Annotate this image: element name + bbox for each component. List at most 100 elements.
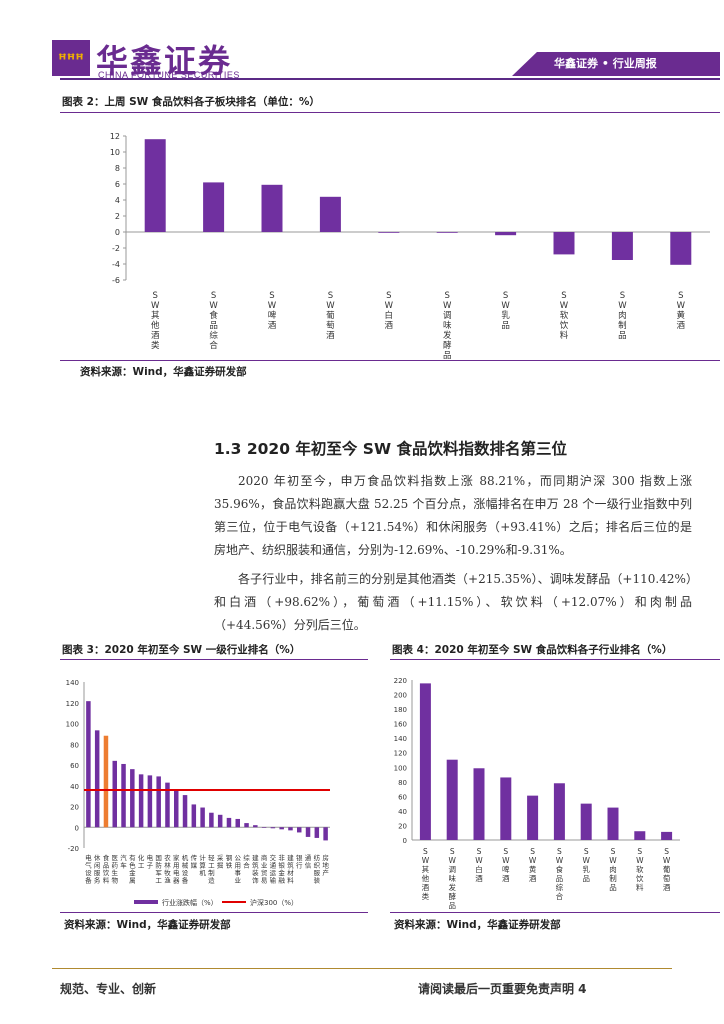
fig3-y-tick-label: 20 [70, 804, 79, 812]
fig3-top-rule [60, 659, 368, 660]
fig4-top-rule [390, 659, 720, 660]
fig2-bar [495, 232, 517, 236]
header-divider [60, 78, 720, 80]
fig2-y-tick-label: 0 [115, 228, 120, 237]
fig3-y-tick-label: 0 [75, 824, 79, 832]
fig2-x-label: S W 肉制品 [618, 291, 627, 341]
fig2-x-label: S W 白酒 [385, 291, 394, 331]
fig3-bar [288, 827, 293, 831]
fig3-y-tick-label: 80 [70, 741, 79, 749]
fig3-x-label: 汽车 [120, 853, 127, 870]
fig4-x-label: S W 乳品 [582, 847, 590, 883]
fig3-bar [217, 814, 223, 828]
fig4-y-tick-label: 100 [394, 764, 407, 772]
fig2-title: 图表 2：上周 SW 食品饮料各子板块排名（单位：%） [62, 96, 320, 108]
fig3-bar [112, 760, 117, 828]
fig3-x-label: 房地产 [322, 853, 329, 877]
fig3-x-label: 食品饮料 [103, 853, 110, 885]
fig2-x-label: S W 葡萄酒 [326, 291, 335, 341]
fig4-bar [580, 803, 592, 840]
fig2-bar [611, 232, 633, 260]
fig4-bar [634, 831, 646, 840]
fig4-y-tick-label: 20 [398, 822, 407, 830]
fig4-x-label: S W 啤酒 [502, 847, 510, 883]
fig3-bar [270, 827, 276, 829]
fig2-bar [144, 139, 166, 232]
fig3-y-tick-label: 100 [66, 721, 79, 729]
fig3-bar [200, 807, 205, 828]
paragraph-2: 各子行业中，排名前三的分别是其他酒类（+215.35%）、调味发酵品（+110.… [214, 572, 692, 632]
fig3-chart: -20 0 20 40 60 80 100 120 140 电气设备休闲服务食品饮料医药生物汽车有… [66, 679, 330, 907]
fig4-y-tick-label: 200 [394, 692, 407, 700]
fig3-y-tick-label: -20 [68, 845, 79, 853]
footer-divider [52, 968, 672, 969]
fig3-bar [130, 769, 135, 828]
fig2-y-tick-label: 4 [115, 196, 120, 205]
fig2-y-tick-label: 6 [115, 180, 120, 189]
fig3-legend-line-label: 沪深300（%） [250, 898, 298, 907]
fig2-x-label: S W 调味发酵品 [443, 291, 452, 361]
fig3-bar [156, 776, 161, 828]
fig3-bottom-rule [60, 912, 368, 913]
fig3-bar [103, 735, 109, 828]
fig4-y-tick-label: 60 [398, 793, 407, 801]
fig3-bar [121, 763, 126, 828]
fig4-y-tick-label: 0 [403, 837, 407, 845]
fig4-bar [500, 777, 512, 840]
fig3-y-tick-label: 60 [70, 762, 79, 770]
fig3-x-label: 通信 [305, 853, 312, 870]
fig3-x-label: 家用电器 [173, 853, 180, 885]
fig2-y-tick-label: -4 [112, 260, 120, 269]
fig3-source: 资料来源：Wind，华鑫证券研发部 [64, 919, 231, 931]
fig2-x-label: S W 软饮料 [560, 291, 569, 341]
fig3-x-label: 交通运输 [270, 853, 277, 885]
fig3-y-tick-label: 140 [66, 679, 79, 687]
fig4-y-tick-label: 120 [394, 750, 407, 758]
fig3-bar [279, 827, 284, 830]
fig4-bar [607, 807, 619, 840]
fig3-x-label: 有色金属 [129, 853, 136, 885]
fig3-bar [147, 775, 153, 828]
fig4-x-label: S W 葡萄酒 [663, 847, 671, 892]
report-type-tag: 华鑫证券 • 行业周报 [512, 52, 720, 76]
fig2-x-label: S W 啤酒 [268, 291, 277, 331]
fig3-bar [253, 825, 258, 828]
fig3-x-label: 电气设备 [85, 853, 92, 885]
fig4-x-label: S W 调味发酵品 [448, 847, 456, 910]
fig3-y-tick-label: 120 [66, 700, 79, 708]
fig4-y-tick-label: 40 [398, 808, 407, 816]
fig3-bar [305, 827, 311, 837]
svg-text:ꟸꟸꟸ: ꟸꟸꟸ [58, 52, 84, 68]
fig4-chart: 0 20 40 60 80 100 120 140 160 180 200 220 S W 其他酒类 S W 调味… [394, 677, 680, 910]
fig2-top-rule [60, 112, 720, 113]
fig4-bar [473, 768, 485, 840]
fig3-x-label: 电子 [147, 853, 154, 870]
fig3-x-label: 银行 [296, 853, 303, 870]
fig3-x-label: 钢铁 [226, 854, 233, 870]
fig3-bar [209, 812, 214, 828]
fig3-y-tick-label: 40 [70, 783, 79, 791]
fig3-x-label: 化工 [138, 853, 145, 870]
fig3-x-label: 建筑装饰 [252, 853, 259, 885]
fig2-bar [436, 232, 458, 233]
fig4-y-tick-label: 80 [398, 779, 407, 787]
fig4-y-tick-label: 220 [394, 677, 407, 685]
fig3-x-label: 传媒 [191, 853, 198, 870]
paragraph-1: 2020 年初至今，申万食品饮料指数上涨 88.21%，而同期沪深 300 指数… [214, 474, 692, 557]
fig2-y-tick-label: 2 [115, 212, 120, 221]
footer-slogan: 规范、专业、创新 [60, 982, 157, 996]
fig4-x-label: S W 肉制品 [609, 847, 617, 892]
fig3-x-label: 综合 [243, 853, 250, 870]
fig4-title: 图表 4：2020 年初至今 SW 食品饮料各子行业排名（%） [392, 644, 673, 656]
fig2-x-label: S W 其他酒类 [151, 291, 160, 351]
fig2-y-tick-label: 10 [110, 148, 120, 157]
fig4-bottom-rule [390, 912, 720, 913]
fig4-x-label: S W 白酒 [475, 847, 483, 883]
fig3-x-label: 计算机 [199, 853, 206, 877]
fig2-bar [378, 232, 400, 233]
fig3-bar [244, 823, 249, 828]
fig4-y-tick-label: 140 [394, 735, 407, 743]
section-title: 1.3 2020 年初至今 SW 食品饮料指数排名第三位 [214, 440, 567, 458]
fig4-source: 资料来源：Wind，华鑫证券研发部 [394, 919, 561, 931]
fig4-y-tick-label: 160 [394, 721, 407, 729]
